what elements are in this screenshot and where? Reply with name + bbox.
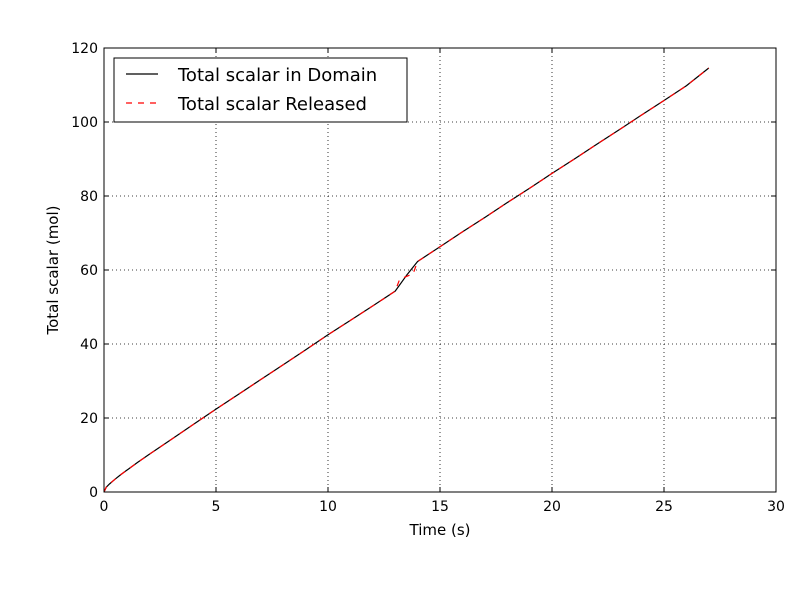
y-tick-label: 120 [71, 41, 98, 57]
y-axis-title: Total scalar (mol) [44, 205, 62, 335]
x-tick-label: 20 [543, 499, 561, 515]
y-tick-label: 80 [80, 189, 98, 205]
x-tick-label: 25 [655, 499, 673, 515]
x-tick-label: 5 [212, 499, 221, 515]
x-tick-label: 30 [767, 499, 785, 515]
series-line-domain [103, 67, 710, 493]
legend-label-released: Total scalar Released [177, 94, 367, 115]
x-tick-label: 0 [100, 499, 109, 515]
series-layer [103, 67, 710, 493]
legend-label-domain: Total scalar in Domain [177, 65, 377, 86]
ticks: 0 5 10 15 20 25 30 0 20 40 60 80 100 120 [71, 41, 785, 515]
series-line-released [103, 67, 710, 493]
y-tick-label: 20 [80, 411, 98, 427]
y-tick-label: 60 [80, 263, 98, 279]
x-axis-title: Time (s) [409, 521, 471, 539]
x-tick-label: 10 [319, 499, 337, 515]
y-tick-label: 100 [71, 115, 98, 131]
legend-box [113, 57, 408, 123]
x-tick-label: 15 [431, 499, 449, 515]
y-tick-label: 0 [89, 485, 98, 501]
y-tick-label: 40 [80, 337, 98, 353]
legend: Total scalar in Domain Total scalar Rele… [113, 57, 408, 123]
